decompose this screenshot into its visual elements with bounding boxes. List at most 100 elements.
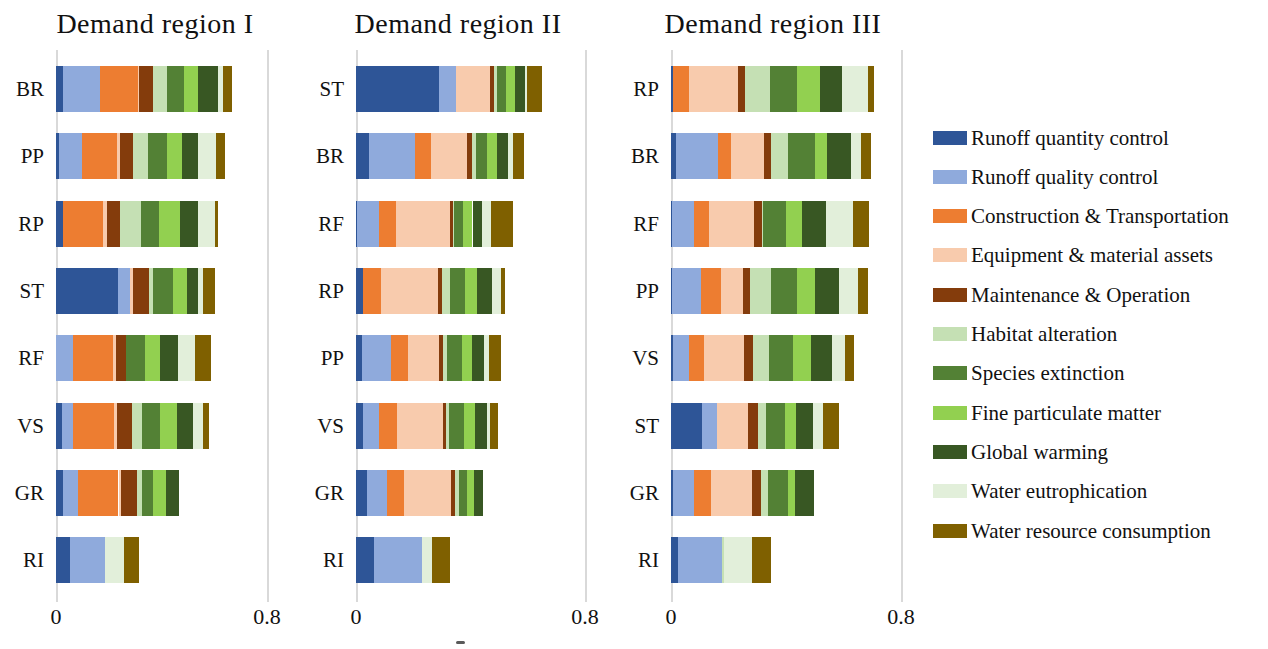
- segment-maintenance-operation: [744, 335, 753, 381]
- segment-species-extinction: [768, 470, 788, 516]
- legend-label: Water resource consumption: [971, 519, 1211, 543]
- row-label-pp: PP: [0, 143, 44, 169]
- legend-swatch-icon: [933, 484, 967, 498]
- row-label-st: ST: [0, 278, 44, 304]
- row-label-st: ST: [264, 76, 344, 102]
- legend-label: Fine particulate matter: [971, 401, 1161, 425]
- segment-construction-transportation: [379, 403, 397, 449]
- legend-item-construction-transportation: Construction & Transportation: [933, 204, 1229, 228]
- segment-construction-transportation: [78, 470, 118, 516]
- legend-swatch-icon: [933, 445, 967, 459]
- legend-label: Runoff quality control: [971, 165, 1158, 189]
- segment-water-eutrophication: [839, 268, 858, 314]
- legend-item-habitat-alteration: Habitat alteration: [933, 322, 1117, 346]
- segment-global-warming: [182, 133, 199, 179]
- gridline-0-8: [267, 50, 269, 602]
- segment-fine-particulate-matter: [467, 470, 474, 516]
- segment-runoff-quantity-control: [356, 403, 363, 449]
- legend-swatch-icon: [933, 406, 967, 420]
- segment-construction-transportation: [701, 268, 721, 314]
- segment-fine-particulate-matter: [797, 268, 815, 314]
- segment-runoff-quality-control: [362, 335, 391, 381]
- segment-habitat-alteration: [745, 66, 770, 112]
- segment-species-extinction: [447, 335, 462, 381]
- segment-habitat-alteration: [761, 470, 768, 516]
- segment-water-resource-consumption: [432, 537, 449, 583]
- row-label-gr: GR: [0, 480, 44, 506]
- segment-runoff-quantity-control: [56, 268, 118, 314]
- legend-item-water-eutrophication: Water eutrophication: [933, 479, 1147, 503]
- legend-label: Runoff quantity control: [971, 126, 1169, 150]
- segment-runoff-quantity-control: [356, 470, 367, 516]
- row-label-ri: RI: [579, 547, 659, 573]
- segment-global-warming: [187, 268, 199, 314]
- legend-swatch-icon: [933, 327, 967, 341]
- segment-water-eutrophication: [178, 335, 195, 381]
- segment-maintenance-operation: [120, 133, 133, 179]
- legend-label: Construction & Transportation: [971, 204, 1229, 228]
- segment-runoff-quality-control: [363, 403, 379, 449]
- segment-global-warming: [802, 201, 826, 247]
- segment-global-warming: [160, 335, 179, 381]
- segment-global-warming: [796, 403, 814, 449]
- segment-species-extinction: [142, 470, 154, 516]
- segment-water-eutrophication: [851, 133, 861, 179]
- segment-species-extinction: [763, 201, 786, 247]
- row-label-rp: RP: [0, 211, 44, 237]
- segment-maintenance-operation: [754, 201, 762, 247]
- segment-water-resource-consumption: [868, 66, 874, 112]
- segment-species-extinction: [497, 66, 506, 112]
- row-label-pp: PP: [579, 278, 659, 304]
- row-label-br: BR: [579, 143, 659, 169]
- legend-item-fine-particulate-matter: Fine particulate matter: [933, 401, 1161, 425]
- segment-fine-particulate-matter: [786, 201, 802, 247]
- segment-species-extinction: [450, 268, 465, 314]
- segment-fine-particulate-matter: [788, 470, 795, 516]
- segment-maintenance-operation: [117, 403, 132, 449]
- segment-equipment-material-assets: [731, 133, 764, 179]
- segment-global-warming: [811, 335, 832, 381]
- segment-species-extinction: [148, 133, 166, 179]
- legend-swatch-icon: [933, 248, 967, 262]
- segment-runoff-quality-control: [63, 66, 100, 112]
- legend-label: Maintenance & Operation: [971, 283, 1190, 307]
- segment-maintenance-operation: [139, 66, 154, 112]
- row-label-rf: RF: [0, 345, 44, 371]
- segment-water-resource-consumption: [195, 335, 211, 381]
- segment-runoff-quality-control: [672, 268, 701, 314]
- segment-habitat-alteration: [133, 133, 148, 179]
- segment-equipment-material-assets: [717, 403, 748, 449]
- segment-global-warming: [180, 201, 199, 247]
- row-label-ri: RI: [0, 547, 44, 573]
- segment-global-warming: [497, 133, 508, 179]
- row-label-pp: PP: [264, 345, 344, 371]
- segment-species-extinction: [769, 335, 793, 381]
- segment-global-warming: [198, 66, 218, 112]
- row-label-vs: VS: [0, 413, 44, 439]
- segment-maintenance-operation: [738, 66, 745, 112]
- row-label-rp: RP: [264, 278, 344, 304]
- segment-equipment-material-assets: [689, 66, 738, 112]
- segment-fine-particulate-matter: [173, 268, 186, 314]
- segment-equipment-material-assets: [397, 403, 443, 449]
- segment-construction-transportation: [73, 403, 114, 449]
- segment-fine-particulate-matter: [159, 201, 180, 247]
- segment-water-eutrophication: [193, 403, 203, 449]
- chart-title: Demand region II: [354, 8, 561, 40]
- segment-global-warming: [515, 66, 525, 112]
- segment-equipment-material-assets: [431, 133, 467, 179]
- legend-label: Global warming: [971, 440, 1108, 464]
- segment-construction-transportation: [689, 335, 704, 381]
- segment-maintenance-operation: [764, 133, 771, 179]
- segment-water-resource-consumption: [203, 403, 209, 449]
- x-tick-zero: 0: [351, 604, 362, 630]
- segment-runoff-quality-control: [374, 537, 422, 583]
- segment-runoff-quantity-control: [56, 66, 63, 112]
- segment-water-eutrophication: [842, 66, 868, 112]
- segment-global-warming: [474, 470, 484, 516]
- legend-swatch-icon: [933, 288, 967, 302]
- x-tick-max: 0.8: [253, 604, 281, 630]
- segment-construction-transportation: [379, 201, 396, 247]
- segment-runoff-quality-control: [70, 537, 105, 583]
- segment-fine-particulate-matter: [153, 470, 166, 516]
